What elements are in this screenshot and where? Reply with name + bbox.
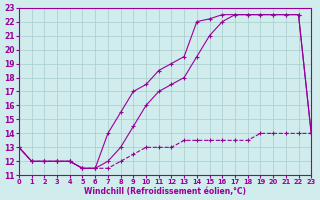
X-axis label: Windchill (Refroidissement éolien,°C): Windchill (Refroidissement éolien,°C) [84, 187, 246, 196]
